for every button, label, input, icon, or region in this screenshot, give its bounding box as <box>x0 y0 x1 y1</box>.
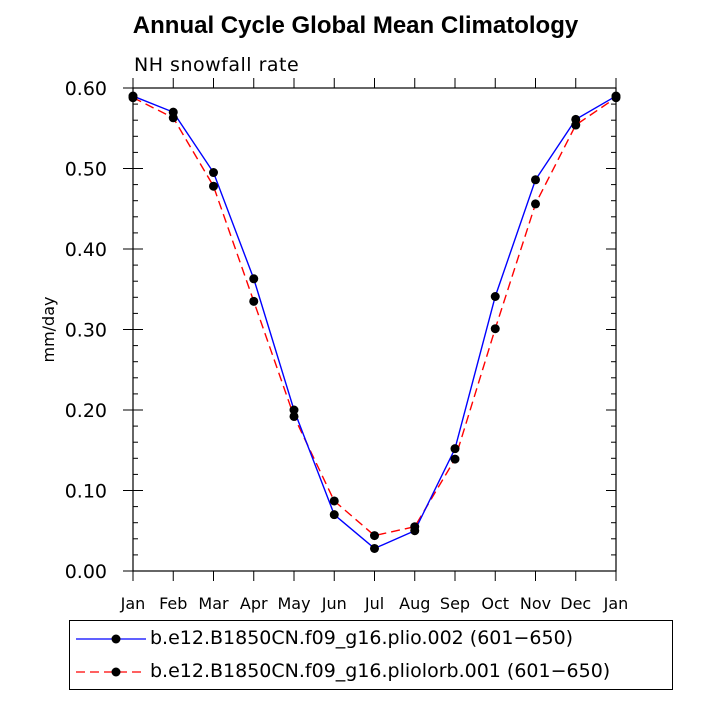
data-point-series-1 <box>128 91 138 101</box>
y-tick-label: 0.40 <box>65 239 107 261</box>
x-tick-label: Jul <box>364 594 384 613</box>
chart-subtitle: NH snowfall rate <box>134 54 300 76</box>
data-point-series-1 <box>410 526 420 536</box>
y-tick-label: 0.20 <box>65 400 107 422</box>
series-line-1 <box>132 95 617 550</box>
data-point-series-1 <box>611 91 621 101</box>
data-point-series-2 <box>450 454 460 464</box>
data-point-series-1 <box>249 274 259 284</box>
y-tick-label: 0.10 <box>65 481 107 503</box>
data-point-series-2 <box>531 199 540 209</box>
data-point-series-1 <box>370 543 379 553</box>
x-tick-label: Sep <box>440 594 470 613</box>
y-tick-label: 0.50 <box>65 159 107 181</box>
chart-legend: b.e12.B1850CN.f09_g16.plio.002 (601−650)… <box>69 620 673 690</box>
data-point-series-1 <box>490 291 500 301</box>
x-tick-label: Aug <box>399 594 430 613</box>
data-point-series-1 <box>329 510 339 520</box>
legend-label-series-2: b.e12.B1850CN.f09_g16.pliolorb.001 (601−… <box>150 660 611 682</box>
x-tick-label: Nov <box>520 594 551 613</box>
y-tick-label: 0.30 <box>65 320 107 342</box>
data-point-series-2 <box>249 296 259 306</box>
series-line-2 <box>132 97 617 537</box>
x-tick-label: Jan <box>120 594 146 613</box>
x-tick-label: Mar <box>198 594 229 613</box>
x-tick-label: May <box>277 594 310 613</box>
data-point-series-1 <box>289 405 299 415</box>
legend-swatch-series-2 <box>76 667 146 677</box>
x-tick-label: Jan <box>603 594 629 613</box>
y-axis-label: mm/day <box>39 297 58 363</box>
x-tick-label: Dec <box>560 594 591 613</box>
data-point-series-2 <box>209 181 218 191</box>
chart-title: Annual Cycle Global Mean Climatology <box>132 12 579 39</box>
data-point-series-2 <box>490 324 500 334</box>
data-point-series-2 <box>370 531 379 541</box>
line-chart: 0.00 0.10 0.20 0.30 0.40 0.50 0.60 Jan Feb Mar Apr… <box>39 78 629 613</box>
data-point-series-1 <box>571 114 581 124</box>
data-point-series-2 <box>289 411 299 421</box>
data-point-series-2 <box>329 496 339 506</box>
x-tick-label: Jun <box>321 594 347 613</box>
x-tick-label: Oct <box>481 594 509 613</box>
data-point-series-1 <box>531 175 540 185</box>
legend-entry-series-2: b.e12.B1850CN.f09_g16.pliolorb.001 (601−… <box>70 656 672 688</box>
legend-label-series-1: b.e12.B1850CN.f09_g16.plio.002 (601−650) <box>150 627 574 649</box>
x-tick-label: Apr <box>240 594 268 613</box>
y-tick-label: 0.00 <box>65 561 107 583</box>
data-point-series-1 <box>168 107 178 117</box>
data-point-series-1 <box>450 444 460 454</box>
data-point-series-1 <box>209 168 218 178</box>
y-tick-label: 0.60 <box>65 78 107 100</box>
x-tick-label: Feb <box>159 594 187 613</box>
legend-entry-series-1: b.e12.B1850CN.f09_g16.plio.002 (601−650) <box>70 623 672 655</box>
legend-swatch-series-1 <box>76 634 146 644</box>
